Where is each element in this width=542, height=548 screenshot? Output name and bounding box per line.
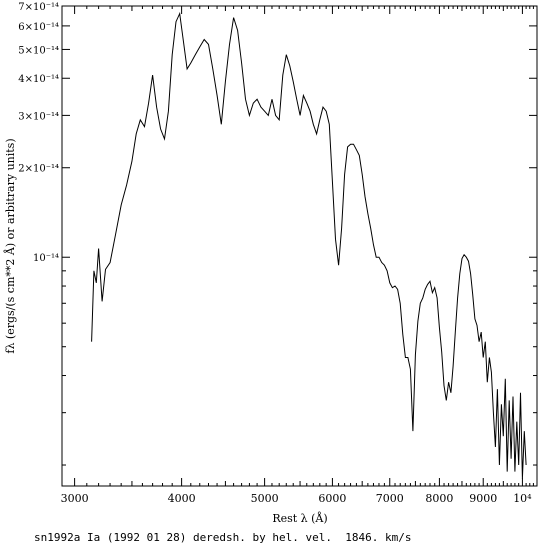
x-tick-label: 6000 <box>318 492 346 505</box>
y-tick-label: 7×10⁻¹⁴ <box>18 2 59 13</box>
spectrum-caption: sn1992a Ia (1992 01 28) deredsh. by hel.… <box>34 531 412 544</box>
x-tick-label: 5000 <box>251 492 279 505</box>
x-tick-label: 8000 <box>425 492 453 505</box>
y-tick-label: 3×10⁻¹⁴ <box>18 111 59 122</box>
x-tick-label: 7000 <box>376 492 404 505</box>
x-tick-label: 10⁴ <box>513 492 532 505</box>
plot-frame <box>61 5 538 487</box>
x-axis-ticks: 3000 4000 5000 6000 7000 8000 9000 10⁴ <box>61 6 538 505</box>
spectrum-line <box>91 11 527 479</box>
y-tick-label: 6×10⁻¹⁴ <box>18 22 59 33</box>
y-axis-label: fλ (ergs/(s cm**2 Å) or arbitrary units) <box>3 138 17 353</box>
x-tick-label: 9000 <box>469 492 497 505</box>
y-axis-ticks: 7×10⁻¹⁴ 6×10⁻¹⁴ 5×10⁻¹⁴ 4×10⁻¹⁴ 3×10⁻¹⁴ 2×10⁻… <box>18 2 537 466</box>
y-tick-label: 10⁻¹⁴ <box>33 253 59 264</box>
x-tick-label: 3000 <box>61 492 89 505</box>
y-tick-label: 2×10⁻¹⁴ <box>18 164 59 175</box>
y-tick-label: 4×10⁻¹⁴ <box>18 74 59 85</box>
x-tick-label: 4000 <box>168 492 196 505</box>
x-axis-label: Rest λ (Å) <box>272 511 327 525</box>
y-tick-label: 5×10⁻¹⁴ <box>18 45 59 56</box>
